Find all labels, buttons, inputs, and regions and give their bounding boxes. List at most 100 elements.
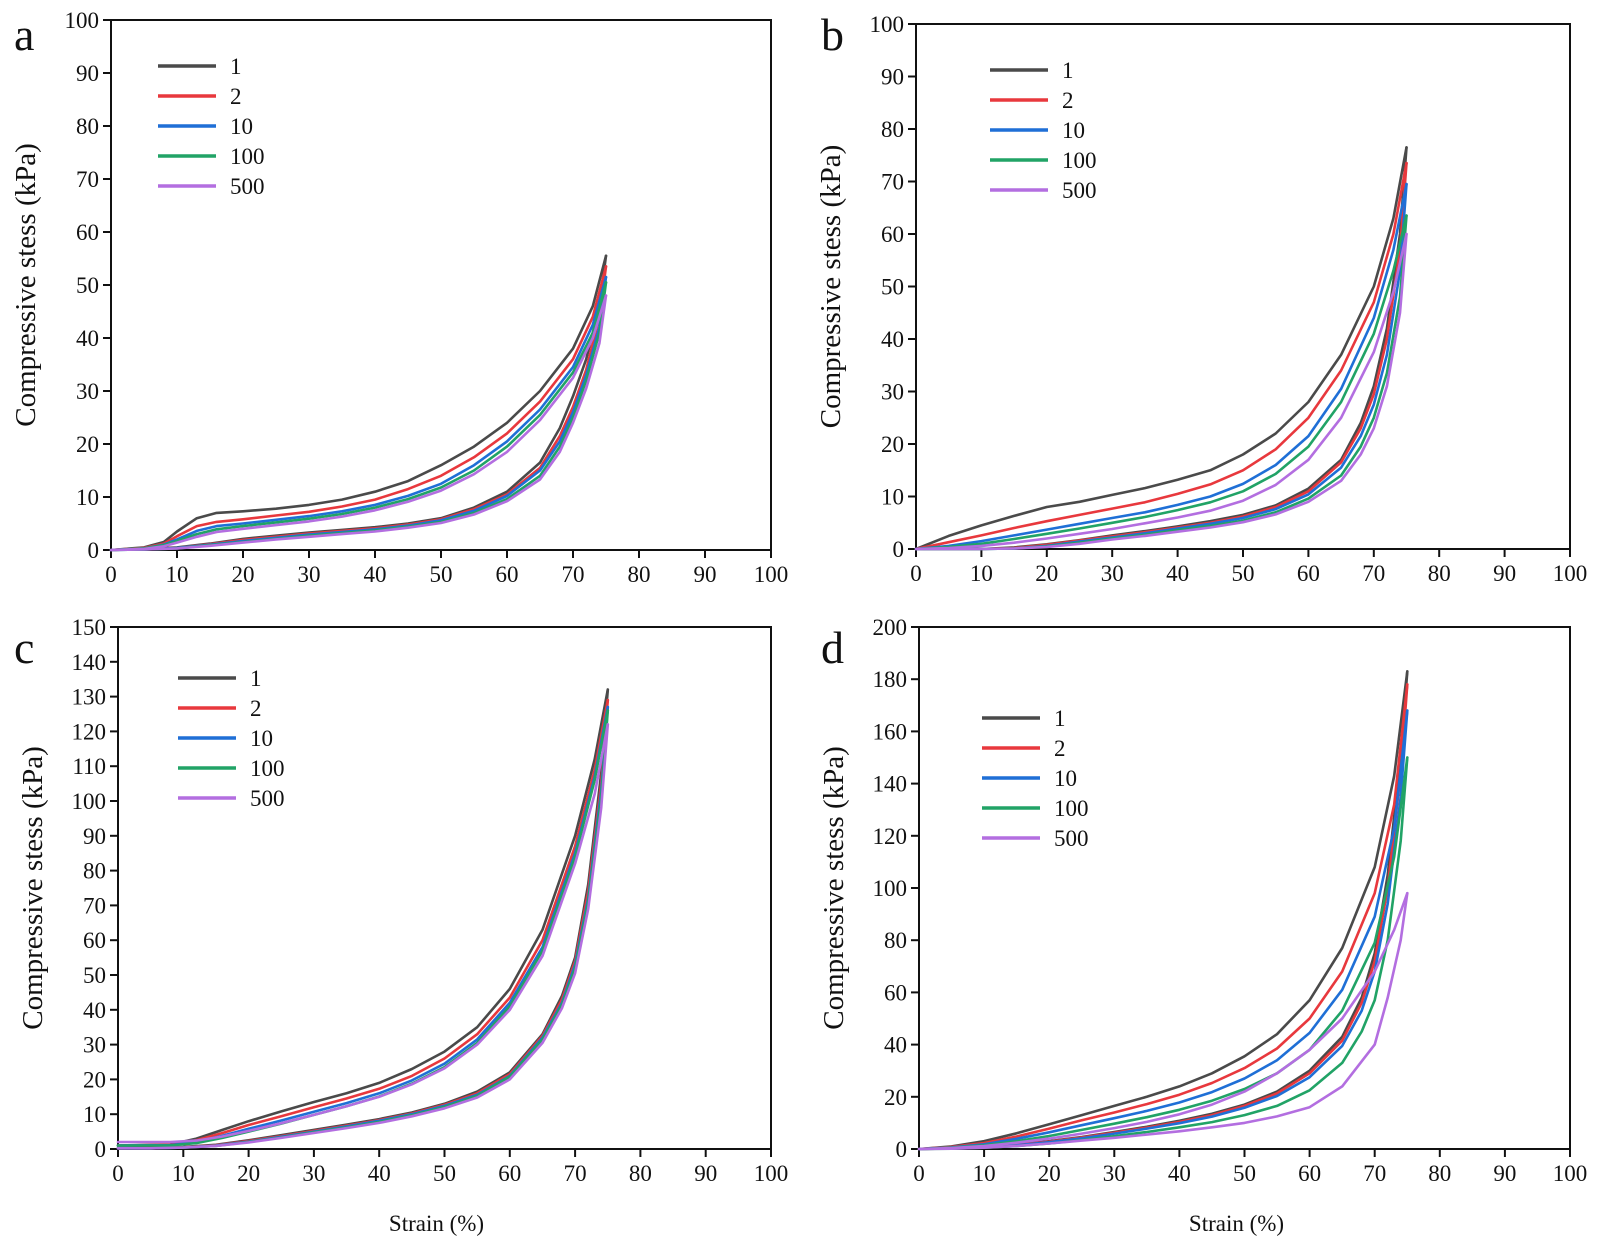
y-tick-label: 160 xyxy=(873,719,908,744)
x-tick-label: 40 xyxy=(364,562,387,587)
y-tick-label: 10 xyxy=(83,1102,106,1127)
x-tick-label: 50 xyxy=(430,562,453,587)
series-line-2-loading xyxy=(914,161,1408,551)
y-tick-label: 90 xyxy=(76,61,99,86)
x-tick-label: 0 xyxy=(112,1161,124,1186)
x-tick-label: 0 xyxy=(913,1161,925,1186)
series-line-1-loading xyxy=(917,670,1409,1151)
series-line-500-loading xyxy=(914,232,1408,551)
x-tick-label: 90 xyxy=(694,562,717,587)
legend-label-1: 1 xyxy=(1062,58,1074,83)
y-tick-label: 50 xyxy=(76,273,99,298)
y-tick-label: 40 xyxy=(83,998,106,1023)
y-tick-label: 180 xyxy=(873,667,908,692)
chart-panel-c: 0 10 20 30 40 50 60 70 80 90 100 0 10 20 30 40 50 60 70 80 9… xyxy=(14,615,788,1236)
legend-label-2: 2 xyxy=(250,696,262,721)
series-line-10-loading xyxy=(917,709,1409,1151)
x-tick-label: 80 xyxy=(1428,561,1451,586)
y-tick-label: 70 xyxy=(83,893,106,918)
legend-label-100: 100 xyxy=(250,756,285,781)
y-axis-title: Compressive stess (kPa) xyxy=(818,746,850,1030)
series-line-500-loading xyxy=(917,891,1409,1151)
y-axis-title: Compressive stess (kPa) xyxy=(10,143,42,427)
x-axis-title: Strain (%) xyxy=(389,1211,484,1236)
x-tick-label: 100 xyxy=(1553,561,1588,586)
x-tick-label: 30 xyxy=(298,562,321,587)
x-tick-label: 100 xyxy=(1553,1161,1588,1186)
x-tick-label: 10 xyxy=(172,1161,195,1186)
y-tick-label: 0 xyxy=(896,1137,908,1162)
x-tick-label: 60 xyxy=(498,1161,521,1186)
legend-label-10: 10 xyxy=(250,726,273,751)
series-line-1-unloading xyxy=(116,688,610,1150)
x-tick-label: 80 xyxy=(1428,1161,1451,1186)
y-tick-label: 80 xyxy=(83,859,106,884)
legend-label-100: 100 xyxy=(1062,148,1097,173)
legend-label-100: 100 xyxy=(230,144,265,169)
x-tick-label: 80 xyxy=(628,562,651,587)
y-tick-label: 0 xyxy=(88,538,100,563)
y-tick-label: 10 xyxy=(76,485,99,510)
series-line-2-loading xyxy=(109,265,608,552)
legend-label-2: 2 xyxy=(230,84,242,109)
y-tick-label: 40 xyxy=(881,327,904,352)
series-line-500-loading xyxy=(109,294,608,552)
series-line-10-loading xyxy=(914,182,1408,551)
series-line-2-loading xyxy=(917,683,1409,1151)
y-tick-label: 0 xyxy=(95,1137,107,1162)
series-line-100-loading xyxy=(116,709,610,1147)
legend-label-2: 2 xyxy=(1054,736,1066,761)
x-tick-label: 0 xyxy=(910,561,922,586)
x-tick-label: 70 xyxy=(1362,561,1385,586)
x-tick-label: 60 xyxy=(1297,561,1320,586)
x-tick-label: 10 xyxy=(166,562,189,587)
plot-frame xyxy=(117,626,772,1150)
y-tick-label: 20 xyxy=(76,432,99,457)
y-tick-label: 120 xyxy=(72,719,107,744)
legend-label-10: 10 xyxy=(1054,766,1077,791)
y-tick-label: 20 xyxy=(881,432,904,457)
legend-label-500: 500 xyxy=(230,174,265,199)
chart-panel-d: 0 10 20 30 40 50 60 70 80 90 100 0 20 40 60 80 100 120 140… xyxy=(818,615,1587,1236)
chart-panel-a: 0 10 20 30 40 50 60 70 80 90 100 0 10 20 30 40 50 60 70 80 9… xyxy=(10,8,788,587)
series-line-500-loading xyxy=(116,723,610,1144)
y-tick-label: 10 xyxy=(881,485,904,510)
x-axis-title: Strain (%) xyxy=(1189,1211,1284,1236)
y-tick-label: 30 xyxy=(83,1033,106,1058)
y-tick-label: 200 xyxy=(873,615,908,640)
legend-label-10: 10 xyxy=(1062,118,1085,143)
chart-panel-b: 0 10 20 30 40 50 60 70 80 90 100 0 10 20 30 40 50 60 70 80 9… xyxy=(815,9,1587,586)
y-tick-label: 100 xyxy=(65,8,100,33)
series-line-2-unloading xyxy=(914,161,1408,551)
y-tick-label: 90 xyxy=(881,65,904,90)
legend-label-500: 500 xyxy=(250,786,285,811)
y-tick-label: 40 xyxy=(884,1033,907,1058)
y-tick-label: 80 xyxy=(881,117,904,142)
y-tick-label: 120 xyxy=(873,824,908,849)
series-line-2-loading xyxy=(116,698,610,1147)
legend-label-2: 2 xyxy=(1062,88,1074,113)
x-tick-label: 20 xyxy=(1035,561,1058,586)
series-line-1-unloading xyxy=(109,254,608,552)
x-tick-label: 90 xyxy=(1493,561,1516,586)
y-tick-label: 60 xyxy=(83,928,106,953)
x-tick-label: 20 xyxy=(1038,1161,1061,1186)
x-tick-label: 70 xyxy=(564,1161,587,1186)
x-tick-label: 100 xyxy=(754,1161,789,1186)
series-line-1-unloading xyxy=(917,670,1409,1151)
x-tick-label: 60 xyxy=(1298,1161,1321,1186)
series-line-1-loading xyxy=(116,688,610,1147)
x-tick-label: 50 xyxy=(433,1161,456,1186)
series-line-10-unloading xyxy=(116,705,610,1150)
legend-label-1: 1 xyxy=(250,666,262,691)
y-tick-label: 110 xyxy=(72,754,106,779)
y-tick-label: 20 xyxy=(884,1085,907,1110)
y-tick-label: 0 xyxy=(893,537,905,562)
y-tick-label: 80 xyxy=(884,928,907,953)
series-line-1-loading xyxy=(914,146,1408,551)
series-line-100-loading xyxy=(109,281,608,552)
plot-frame xyxy=(110,19,772,551)
x-tick-label: 50 xyxy=(1232,561,1255,586)
series-line-500-unloading xyxy=(917,891,1409,1151)
y-tick-label: 100 xyxy=(870,12,905,37)
